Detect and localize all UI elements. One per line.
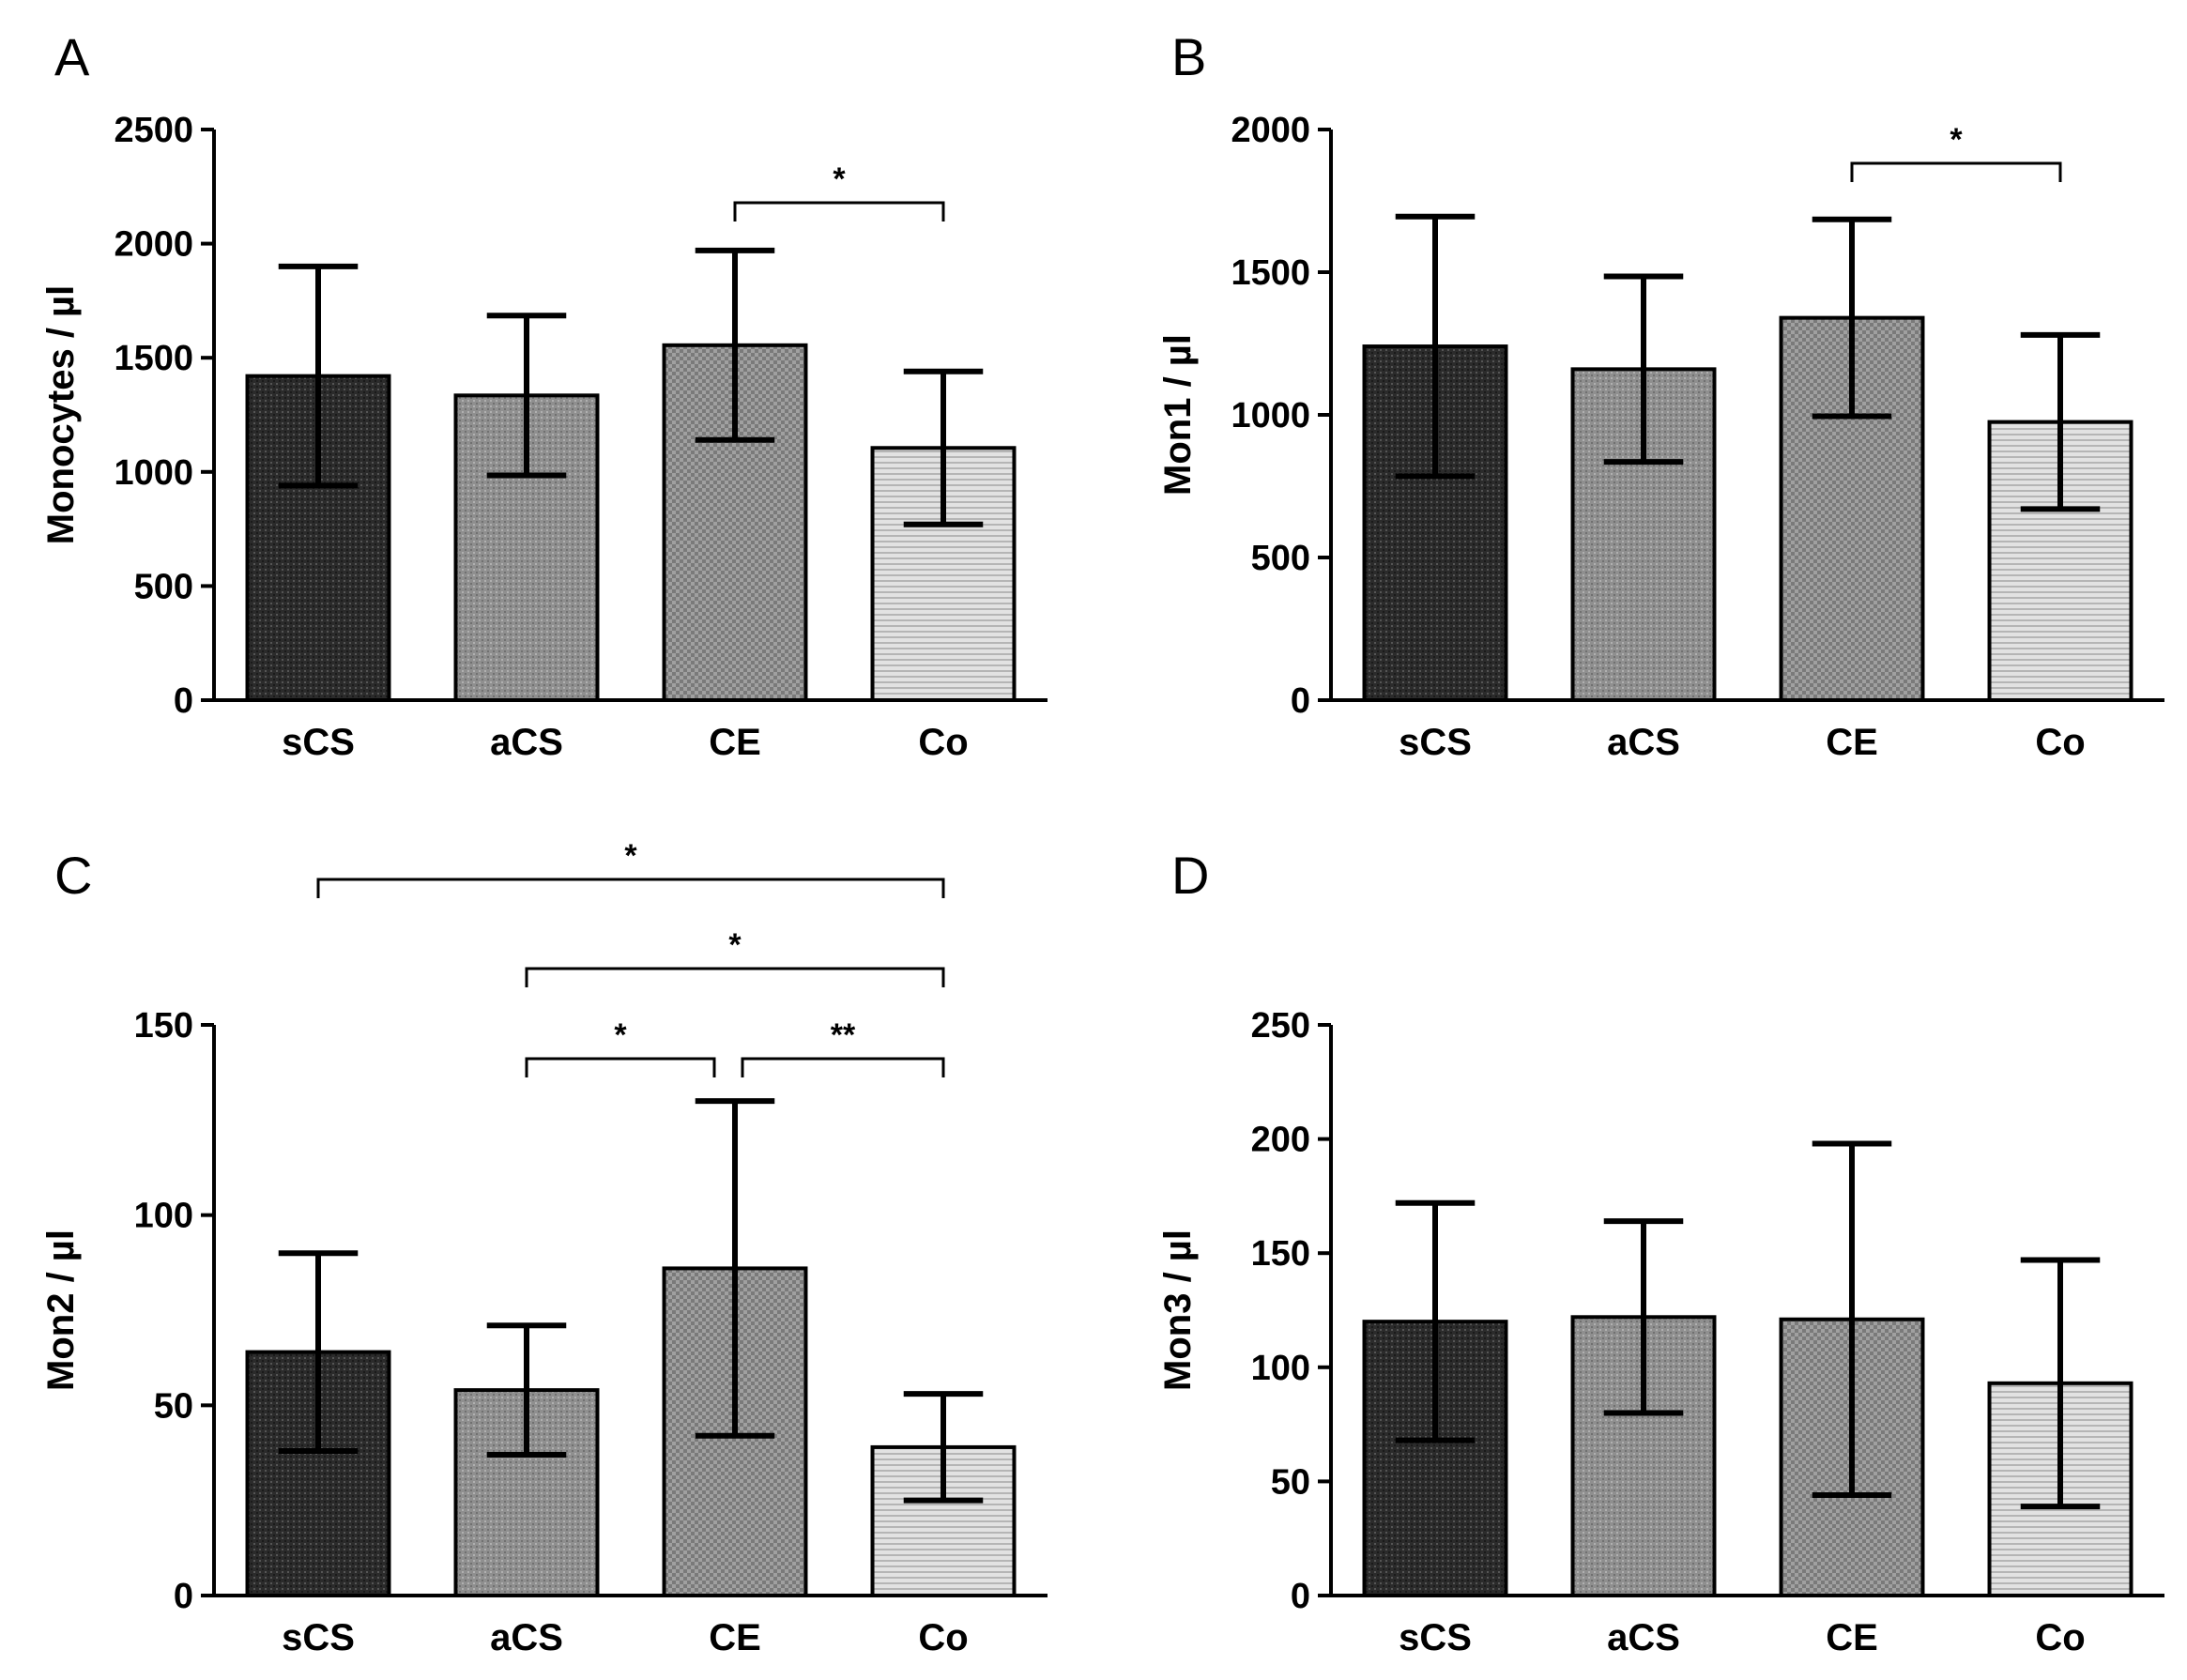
panel-letter-a: A	[54, 27, 90, 86]
y-tick-label: 250	[1251, 1006, 1310, 1046]
y-tick-label: 50	[154, 1386, 193, 1426]
y-axis-label: Mon1 / µl	[1157, 334, 1199, 496]
category-label-co: Co	[2035, 1617, 2085, 1658]
y-tick-label: 2500	[114, 111, 193, 150]
panel-b: B 0 500 1000 1500 2000 Mon1 / µl sCS aCS CE Co *	[1157, 27, 2164, 763]
error-bar-acs	[1603, 273, 1684, 466]
y-tick-label: 0	[1291, 681, 1310, 721]
y-tick-label: 1500	[114, 339, 193, 378]
y-tick-label: 1500	[1231, 253, 1310, 293]
significance-label: *	[624, 838, 637, 874]
significance-label: *	[1950, 122, 1963, 158]
y-tick-label: 100	[134, 1197, 193, 1236]
category-label-acs: aCS	[490, 722, 563, 763]
panel-a: A 0 500 1000 1500 2000 2500 Monocytes / µl sCS a…	[40, 27, 1048, 763]
panel-letter-b: B	[1171, 27, 1206, 86]
y-tick-label: 50	[1271, 1462, 1310, 1502]
panel-d-plot: 0 50 100 150 200 250 Mon3 / µl sCS aCS CE Co	[1157, 1006, 2164, 1658]
significance-bracket: *	[1850, 122, 2062, 182]
error-bar-acs	[486, 313, 567, 479]
y-tick-label: 500	[1251, 539, 1310, 578]
error-bar-co	[903, 1391, 984, 1504]
category-label-ce: CE	[1826, 722, 1878, 763]
panel-letter-c: C	[54, 846, 92, 905]
y-tick-label: 500	[134, 567, 193, 606]
y-tick-label: 0	[174, 681, 193, 721]
significance-bracket: *	[733, 161, 945, 221]
category-label-ce: CE	[709, 722, 761, 763]
significance-label: **	[831, 1017, 856, 1053]
y-axis-label: Mon3 / µl	[1157, 1229, 1199, 1391]
category-label-acs: aCS	[1607, 1617, 1680, 1658]
error-bar-co	[903, 368, 984, 527]
significance-bracket: *	[316, 838, 945, 898]
error-bar-scs	[1395, 213, 1476, 480]
category-label-scs: sCS	[1399, 1617, 1472, 1658]
panel-d: D 0 50 100 150 200 250 Mon3 / µl sCS aCS CE Co	[1157, 846, 2164, 1658]
error-bar-scs	[1395, 1199, 1476, 1443]
significance-bracket: *	[525, 927, 945, 987]
y-tick-label: 0	[1291, 1577, 1310, 1616]
panel-a-plot: 0 500 1000 1500 2000 2500 Monocytes / µl sCS aCS…	[40, 111, 1048, 763]
panel-b-plot: 0 500 1000 1500 2000 Mon1 / µl sCS aCS CE Co *	[1157, 111, 2164, 763]
error-bar-co	[2020, 331, 2101, 512]
y-tick-label: 200	[1251, 1121, 1310, 1160]
error-bar-co	[2020, 1257, 2101, 1510]
category-label-scs: sCS	[282, 722, 355, 763]
category-label-scs: sCS	[1399, 722, 1472, 763]
category-label-co: Co	[918, 722, 968, 763]
error-bar-acs	[486, 1322, 567, 1459]
error-bar-ce	[1812, 1140, 1892, 1498]
category-label-scs: sCS	[282, 1617, 355, 1658]
category-label-acs: aCS	[490, 1617, 563, 1658]
y-tick-label: 1000	[114, 453, 193, 493]
category-label-ce: CE	[1826, 1617, 1878, 1658]
category-label-acs: aCS	[1607, 722, 1680, 763]
error-bar-scs	[278, 263, 359, 489]
panel-letter-d: D	[1171, 846, 1209, 905]
y-tick-label: 2000	[114, 225, 193, 265]
y-axis-label: Monocytes / µl	[40, 285, 82, 544]
y-tick-label: 150	[134, 1006, 193, 1046]
y-tick-label: 2000	[1231, 111, 1310, 150]
y-tick-label: 0	[174, 1577, 193, 1616]
category-label-ce: CE	[709, 1617, 761, 1658]
significance-label: *	[728, 927, 742, 963]
y-tick-label: 150	[1251, 1234, 1310, 1274]
y-tick-label: 100	[1251, 1349, 1310, 1388]
y-tick-label: 1000	[1231, 396, 1310, 435]
category-label-co: Co	[918, 1617, 968, 1658]
error-bar-ce	[695, 1098, 775, 1439]
error-bar-ce	[695, 247, 775, 443]
significance-label: *	[833, 161, 846, 197]
category-label-co: Co	[2035, 722, 2085, 763]
error-bar-ce	[1812, 216, 1892, 420]
significance-label: *	[614, 1017, 627, 1053]
significance-bracket: *	[525, 1017, 716, 1077]
error-bar-scs	[278, 1250, 359, 1454]
y-axis-label: Mon2 / µl	[40, 1229, 82, 1391]
error-bar-acs	[1603, 1218, 1684, 1416]
significance-bracket: **	[741, 1017, 945, 1077]
